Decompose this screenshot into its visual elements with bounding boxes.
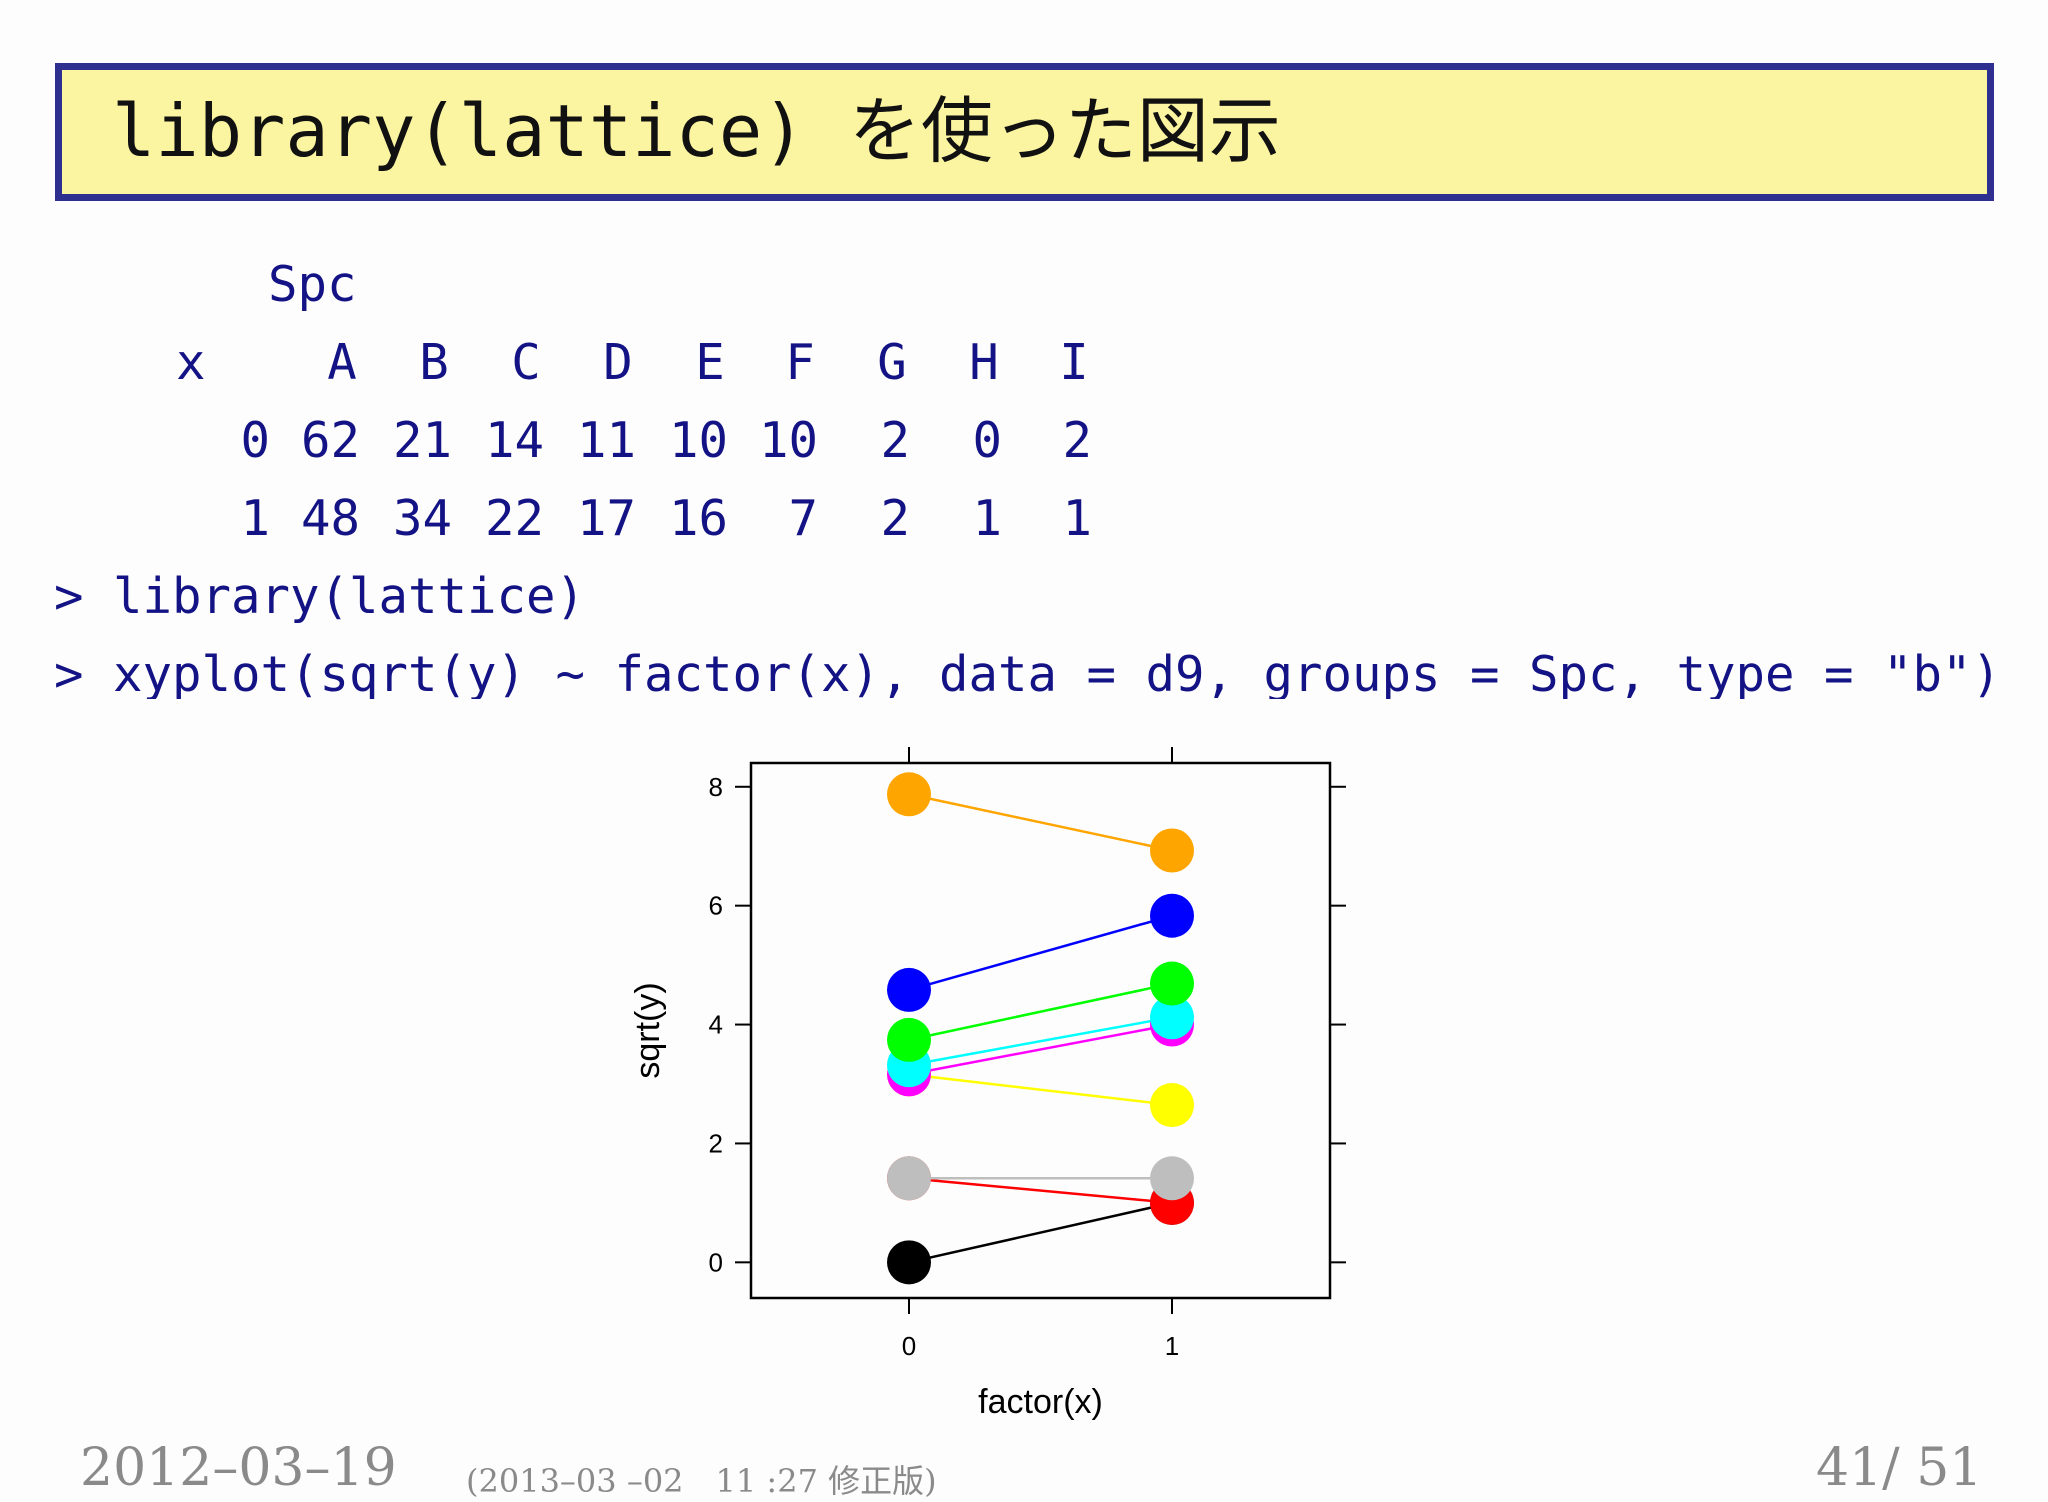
code-line-library: > library(lattice) — [54, 568, 586, 625]
data-point — [1150, 828, 1194, 873]
series-line — [908, 1201, 1173, 1264]
chart: 0 2 4 6 8 0 1 factor(x) sqrt(y) — [629, 747, 1346, 1421]
table-column-header: A — [327, 334, 357, 391]
x-tick-label: 1 — [1165, 1331, 1179, 1361]
series-line — [908, 1073, 1173, 1107]
series-line — [908, 982, 1173, 1042]
table-column-header: H — [969, 334, 999, 391]
slide-title-box: library(lattice) を使った図示 — [55, 63, 1994, 201]
x-tick-label: 0 — [902, 1331, 916, 1361]
table-column-header: F — [785, 334, 815, 391]
data-point — [887, 772, 931, 817]
series-line — [908, 793, 1173, 852]
table-cell: 62 — [300, 412, 360, 469]
data-point — [887, 1156, 931, 1201]
table-cell: 2 — [880, 490, 910, 547]
y-axis-label: sqrt(y) — [629, 982, 667, 1078]
table-cell: 34 — [392, 490, 452, 547]
table-group-label: Spc — [268, 256, 357, 313]
table-cell: 16 — [668, 490, 728, 547]
table-cell: 2 — [1062, 412, 1092, 469]
table-column-header: E — [695, 334, 725, 391]
table-cell: 21 — [392, 412, 452, 469]
table-column-header: I — [1059, 334, 1089, 391]
table-cell: 0 — [972, 412, 1002, 469]
data-point — [1150, 1156, 1194, 1201]
data-point — [887, 1017, 931, 1062]
slide-title: library(lattice) を使った図示 — [112, 89, 1281, 173]
data-point — [1150, 961, 1194, 1006]
table-row-key: 1 — [240, 490, 270, 547]
table-cell: 10 — [758, 412, 818, 469]
table-cell: 48 — [300, 490, 360, 547]
footer-date: 2012–03–19 — [80, 1438, 397, 1498]
table-row-key: 0 — [240, 412, 270, 469]
y-tick-label: 2 — [709, 1128, 723, 1158]
table-cell: 2 — [880, 412, 910, 469]
footer-page-number: 41/ 51 — [1816, 1438, 1983, 1498]
y-tick-label: 0 — [709, 1247, 723, 1277]
table-column-header: D — [603, 334, 633, 391]
data-point — [887, 967, 931, 1012]
table-cell: 1 — [1062, 490, 1092, 547]
table-cell: 17 — [576, 490, 636, 547]
table-cell: 7 — [788, 490, 818, 547]
series-line — [908, 914, 1173, 992]
code-line-xyplot: > xyplot(sqrt(y) ~ factor(x), data = d9,… — [54, 650, 2002, 699]
table-cell: 14 — [484, 412, 544, 469]
series-line — [908, 1177, 1173, 1205]
plot-frame — [749, 761, 1332, 1300]
table-cell: 11 — [576, 412, 636, 469]
table-cell: 22 — [484, 490, 544, 547]
series-line — [908, 1016, 1173, 1067]
table-column-header: G — [877, 334, 907, 391]
data-point — [1150, 1083, 1194, 1128]
table-row-label: x — [176, 334, 206, 391]
table-column-header: C — [511, 334, 541, 391]
data-point — [1150, 893, 1194, 938]
table-cell: 10 — [668, 412, 728, 469]
y-tick-label: 8 — [709, 772, 723, 802]
table-column-header: B — [419, 334, 449, 391]
y-tick-label: 4 — [709, 1010, 723, 1040]
data-point — [1150, 995, 1194, 1040]
footer-revision: (2013–03 –02 11 :27 修正版) — [466, 1462, 937, 1500]
table-cell: 1 — [972, 490, 1002, 547]
x-axis-label: factor(x) — [978, 1383, 1103, 1421]
y-tick-label: 6 — [709, 891, 723, 921]
data-point — [887, 1240, 931, 1285]
series-line — [908, 1023, 1173, 1076]
